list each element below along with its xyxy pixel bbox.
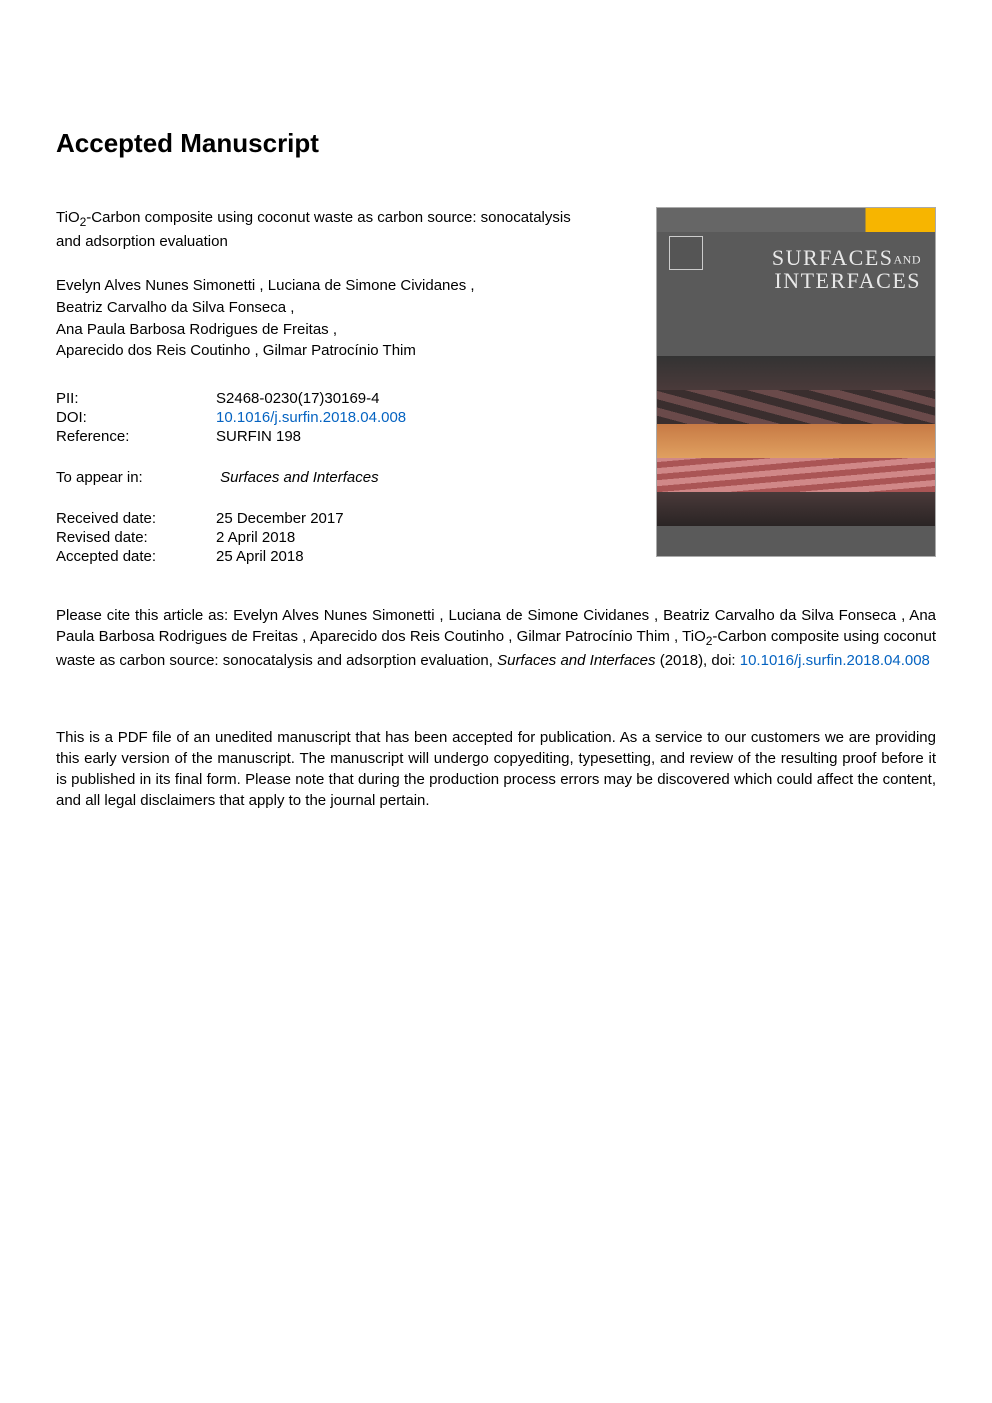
- cover-top-bar: [657, 208, 935, 232]
- reference-label: Reference:: [56, 428, 216, 445]
- citation-block: Please cite this article as: Evelyn Alve…: [56, 605, 936, 671]
- page-heading: Accepted Manuscript: [56, 128, 936, 159]
- cover-band: [657, 424, 935, 458]
- cover-title-line2: INTERFACES: [774, 268, 921, 293]
- title-pre: TiO: [56, 209, 80, 226]
- reference-value: SURFIN 198: [216, 428, 632, 445]
- title-post: -Carbon composite using coconut waste as…: [56, 209, 571, 250]
- article-title: TiO2-Carbon composite using coconut wast…: [56, 207, 576, 253]
- revised-label: Revised date:: [56, 529, 216, 546]
- authors-line: Beatriz Carvalho da Silva Fonseca ,: [56, 297, 576, 319]
- cover-title-line1: SURFACES: [772, 245, 894, 270]
- citation-doi-link[interactable]: 10.1016/j.surfin.2018.04.008: [740, 652, 930, 669]
- appear-label: To appear in:: [56, 469, 216, 486]
- pii-value: S2468-0230(17)30169-4: [216, 390, 632, 407]
- identifiers-block: PII: S2468-0230(17)30169-4 DOI: 10.1016/…: [56, 390, 632, 445]
- doi-link[interactable]: 10.1016/j.surfin.2018.04.008: [216, 409, 632, 426]
- content-row: TiO2-Carbon composite using coconut wast…: [56, 207, 936, 565]
- cover-title: SURFACESAND INTERFACES: [772, 246, 921, 292]
- revised-value: 2 April 2018: [216, 529, 632, 546]
- authors-line: Evelyn Alves Nunes Simonetti , Luciana d…: [56, 275, 576, 297]
- journal-name: Surfaces and Interfaces: [220, 469, 378, 486]
- citation-tail: (2018), doi:: [656, 652, 740, 669]
- received-value: 25 December 2017: [216, 510, 632, 527]
- accepted-label: Accepted date:: [56, 548, 216, 565]
- cover-band: [657, 458, 935, 492]
- elsevier-logo-icon: [669, 236, 703, 270]
- doi-label: DOI:: [56, 409, 216, 426]
- authors-line: Aparecido dos Reis Coutinho , Gilmar Pat…: [56, 340, 576, 362]
- cover-graphic: [657, 356, 935, 526]
- journal-cover-thumbnail: SURFACESAND INTERFACES: [656, 207, 936, 557]
- cover-band: [657, 390, 935, 424]
- cover-band: [657, 356, 935, 390]
- accepted-value: 25 April 2018: [216, 548, 632, 565]
- cover-title-and: AND: [894, 253, 922, 267]
- left-column: TiO2-Carbon composite using coconut wast…: [56, 207, 632, 565]
- authors-block: Evelyn Alves Nunes Simonetti , Luciana d…: [56, 275, 576, 362]
- cover-band: [657, 492, 935, 526]
- dates-block: Received date: 25 December 2017 Revised …: [56, 510, 632, 565]
- received-label: Received date:: [56, 510, 216, 527]
- citation-journal: Surfaces and Interfaces: [497, 652, 655, 669]
- pii-label: PII:: [56, 390, 216, 407]
- authors-line: Ana Paula Barbosa Rodrigues de Freitas ,: [56, 319, 576, 341]
- disclaimer-block: This is a PDF file of an unedited manusc…: [56, 727, 936, 811]
- to-appear-in-line: To appear in: Surfaces and Interfaces: [56, 469, 632, 486]
